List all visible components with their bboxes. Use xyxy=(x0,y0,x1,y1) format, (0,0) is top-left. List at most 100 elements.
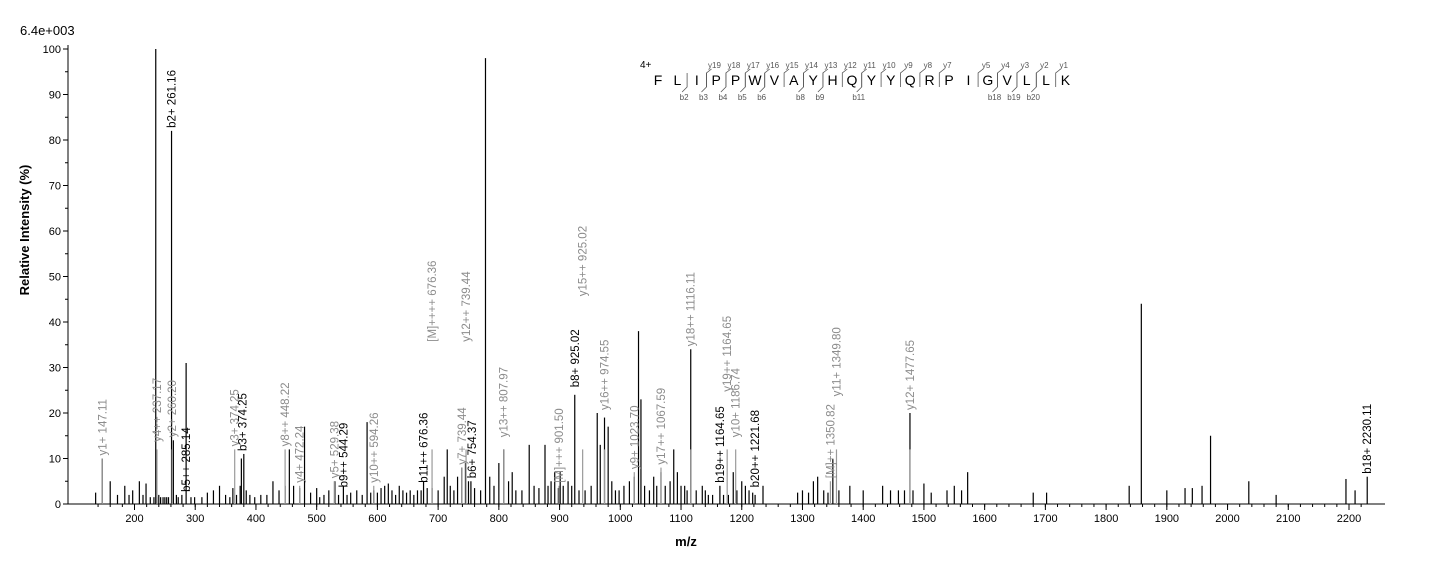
y-tick-label: 90 xyxy=(49,90,61,102)
peak-label: b8+ 925.02 xyxy=(570,329,582,387)
y-ion-label: y4 xyxy=(1001,61,1010,70)
peak-label: y19++ 1164.65 xyxy=(722,316,734,392)
peak-label: y10+ 1186.74 xyxy=(731,368,743,438)
peak-label: y12+ 1477.65 xyxy=(905,340,917,410)
peak-label: y5+ 529.38 xyxy=(329,421,341,478)
peak-label: y17++ 1067.59 xyxy=(656,388,668,465)
peak-series xyxy=(95,49,1368,504)
y-ion-label: y14 xyxy=(805,61,818,70)
b-ion-label: b19 xyxy=(1007,93,1021,102)
peak-label: y11+ 1349.80 xyxy=(831,327,843,396)
y-ion-label: y19 xyxy=(708,61,721,70)
residue: Y xyxy=(867,72,877,88)
y-ion-label: y3 xyxy=(1021,61,1030,70)
peak-label: y1+ 147.11 xyxy=(97,399,109,455)
residue: G xyxy=(982,72,993,88)
y-ion-label: y18 xyxy=(727,61,740,70)
peak-label: y13++ 807.97 xyxy=(499,367,511,437)
x-tick-label: 700 xyxy=(429,513,447,525)
peak-label: y3+ 374.25 xyxy=(230,389,242,446)
residue: I xyxy=(966,72,970,88)
y-ion-mark xyxy=(919,68,926,87)
b-ion-label: b2 xyxy=(680,93,689,102)
peak-label: b20++ 1221.68 xyxy=(750,410,762,487)
peak-label: y16++ 974.55 xyxy=(600,340,612,410)
y-ion-label: y12 xyxy=(844,61,857,70)
b-ion-mark xyxy=(759,73,766,93)
peak-label: y4+ 472.24 xyxy=(295,425,307,483)
residue: Q xyxy=(847,72,858,88)
y-tick-label: 80 xyxy=(49,135,61,147)
x-tick-label: 200 xyxy=(125,513,143,525)
residue: A xyxy=(789,72,799,88)
y-ion-mark xyxy=(977,68,984,87)
y-ion-mark xyxy=(938,68,945,87)
b-ion-mark xyxy=(1011,73,1018,93)
y-ion-label: y16 xyxy=(766,61,779,70)
b-ion-mark xyxy=(992,73,998,93)
residue: P xyxy=(731,72,740,88)
peak-label: y8++ 448.22 xyxy=(280,382,292,446)
charge-state: 4+ xyxy=(640,60,652,71)
y-ion-label: y10 xyxy=(883,61,896,70)
y-tick-label: 40 xyxy=(49,317,61,329)
residue: L xyxy=(1042,72,1050,88)
x-tick-label: 1400 xyxy=(851,513,875,525)
peak-label: y9+ 1023.70 xyxy=(629,406,641,470)
b-ion-label: b4 xyxy=(718,93,727,102)
peak-label: b5++ 285.14 xyxy=(181,427,193,492)
x-tick-label: 1700 xyxy=(1033,513,1057,525)
peak-label: y2+ 260.20 xyxy=(167,380,179,437)
x-tick-label: 1800 xyxy=(1094,513,1118,525)
b-ion-label: b5 xyxy=(738,93,747,102)
b-ion-label: b3 xyxy=(699,93,708,102)
y-tick-label: 20 xyxy=(49,408,61,420)
residue: H xyxy=(828,72,838,88)
residue: V xyxy=(1003,72,1013,88)
x-tick-label: 1600 xyxy=(972,513,996,525)
x-tick-label: 500 xyxy=(307,513,325,525)
peak-label: y15++ 925.02 xyxy=(578,226,590,296)
x-tick-label: 600 xyxy=(368,513,386,525)
y-ion-label: y9 xyxy=(904,61,913,70)
peak-label: [M]++ 1350.82 xyxy=(825,404,837,478)
y-ion-label: y1 xyxy=(1059,61,1068,70)
b-ion-mark xyxy=(798,73,804,93)
peak-label: y4++ 237.17 xyxy=(152,378,164,442)
residue: Y xyxy=(886,72,896,88)
x-tick-label: 2100 xyxy=(1276,513,1300,525)
b-ion-mark xyxy=(1031,73,1037,93)
b-ion-label: b9 xyxy=(815,93,824,102)
b-ion-label: b8 xyxy=(796,93,805,102)
y-ion-label: y15 xyxy=(786,61,799,70)
y-tick-label: 0 xyxy=(55,499,61,511)
b-ion-label: b18 xyxy=(988,93,1002,102)
axes: 0 10 20 30 40 50 60 70 80 90 100 200 300 400 500 600 700… xyxy=(43,44,1385,525)
y-tick-label: 60 xyxy=(49,226,61,238)
y-ion-mark xyxy=(1016,68,1023,87)
b-ion-label: b6 xyxy=(757,93,766,102)
residue: Y xyxy=(809,72,819,88)
residue: Q xyxy=(905,72,916,88)
y-ion-label: y7 xyxy=(943,61,952,70)
residue: L xyxy=(674,72,682,88)
peak-label: b9++ 544.29 xyxy=(338,423,350,488)
y-ion-label: y11 xyxy=(864,61,877,70)
residue: R xyxy=(925,72,935,88)
peak-label: b6+ 754.37 xyxy=(467,420,479,478)
peak-label: [M]+++ 901.50 xyxy=(554,408,566,483)
y-tick-label: 10 xyxy=(49,454,61,466)
y-tick-label: 70 xyxy=(49,181,61,193)
max-intensity-label: 6.4e+003 xyxy=(20,23,75,38)
y-ion-mark xyxy=(1035,68,1042,87)
x-tick-label: 300 xyxy=(186,513,204,525)
peak-labels: y1+ 147.11 y4++ 237.17 b2+ 261.16 y2+ 260.2… xyxy=(97,70,1374,492)
b-ion-mark xyxy=(681,73,688,93)
residue: K xyxy=(1061,72,1071,88)
x-tick-label: 2200 xyxy=(1337,513,1361,525)
peak-label: b3+ 374.25 xyxy=(238,393,250,451)
b-ion-mark xyxy=(740,73,746,93)
residue: W xyxy=(748,72,762,88)
